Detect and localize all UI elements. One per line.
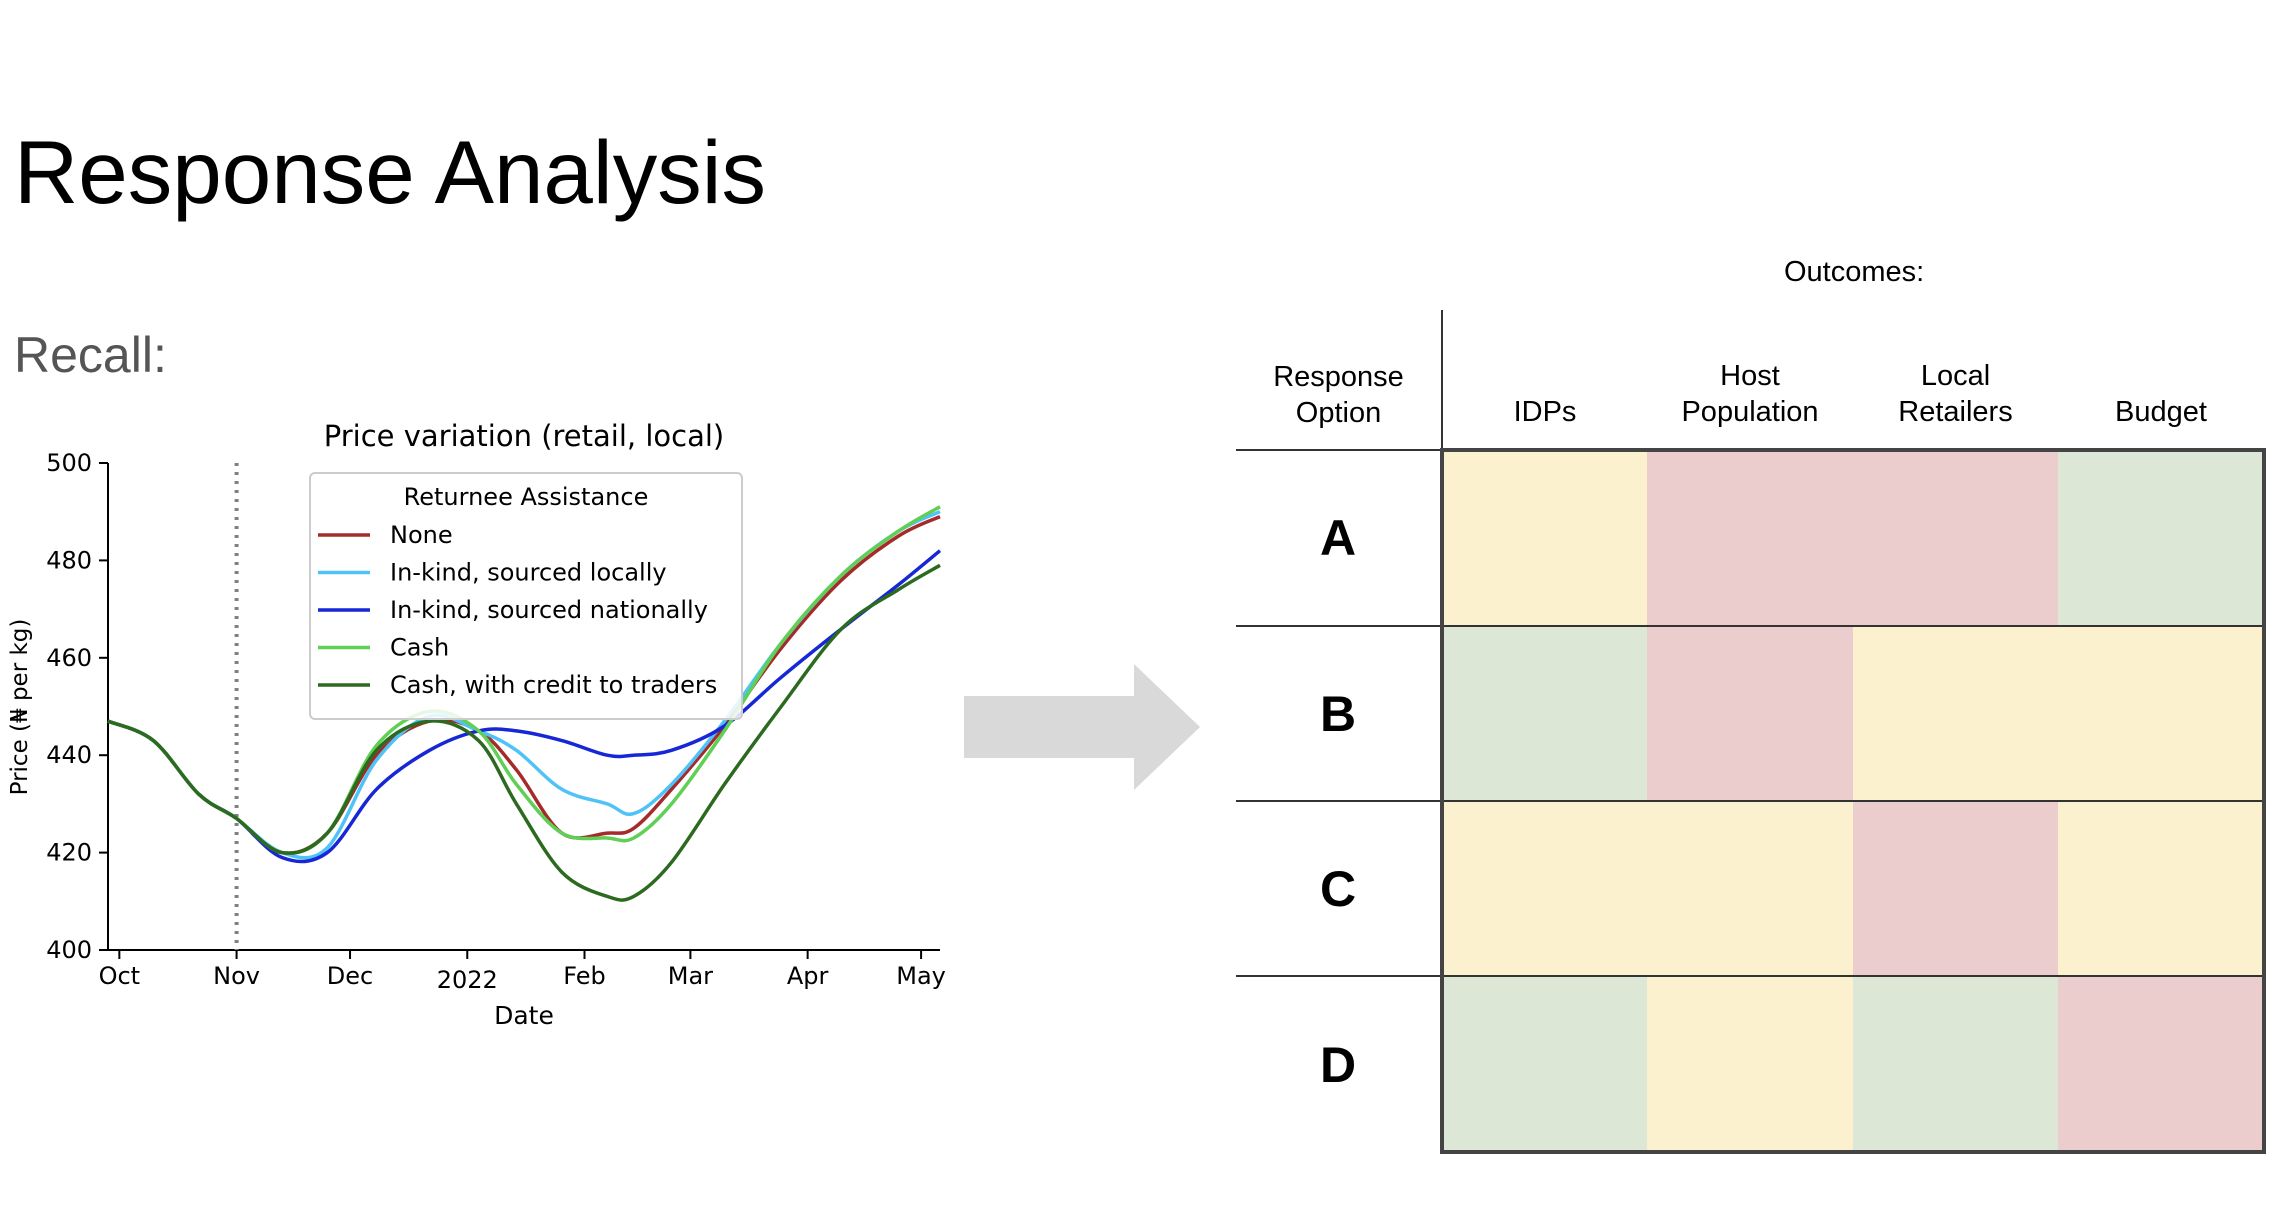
y-tick-label: 480 — [46, 546, 92, 574]
response-option-header: Response Option — [1236, 310, 1443, 450]
rating-cell-local-retailers — [1853, 800, 2058, 976]
rating-cell-local-retailers — [1853, 448, 2058, 626]
x-tick-label: May — [896, 962, 946, 990]
matrix-row-d: D — [1236, 975, 2266, 1154]
outcome-header-local-retailers: Local Retailers — [1898, 359, 2013, 428]
rating-cell-idps — [1442, 800, 1647, 976]
matrix-row-c: C — [1236, 800, 2266, 976]
response-option-label: A — [1236, 449, 1444, 626]
response-matrix: Response Option IDPs Host Population Local… — [1236, 310, 2266, 1154]
recall-label: Recall: — [14, 327, 167, 383]
rating-cell-host-population — [1647, 800, 1853, 976]
rating-cell-budget — [2058, 800, 2266, 976]
y-tick-label: 500 — [46, 449, 92, 477]
y-tick-label: 400 — [46, 936, 92, 964]
x-tick-label: Dec — [327, 962, 373, 990]
series-line-5 — [107, 563, 941, 902]
outcomes-label: Outcomes: — [1784, 256, 1925, 288]
x-tick-label: Apr — [787, 962, 829, 990]
rating-cell-local-retailers — [1853, 625, 2058, 801]
legend-item-label: None — [390, 521, 453, 549]
outcome-header-idps: IDPs — [1513, 395, 1577, 428]
rating-cell-host-population — [1647, 448, 1853, 626]
legend-item-label: Cash, with credit to traders — [390, 671, 717, 699]
rating-cell-budget — [2058, 448, 2266, 626]
x-tick-label: Feb — [563, 962, 606, 990]
matrix-row-b: B — [1236, 625, 2266, 801]
legend-item-label: In-kind, sourced locally — [390, 559, 667, 587]
rating-cell-local-retailers — [1853, 975, 2058, 1154]
x-tick-label: 2022 — [437, 966, 498, 994]
outcome-header-budget: Budget — [2115, 395, 2207, 428]
y-tick-label: 460 — [46, 644, 92, 672]
legend-frame — [309, 472, 743, 720]
legend-item-label: In-kind, sourced nationally — [390, 596, 708, 624]
rating-cell-idps — [1442, 975, 1647, 1154]
chart-title: Price variation (retail, local) — [324, 419, 724, 453]
legend-item-label: Cash — [390, 634, 449, 662]
y-tick-label: 420 — [46, 839, 92, 867]
matrix-row-a: A — [1236, 448, 2266, 626]
x-tick-label: Nov — [213, 962, 260, 990]
rating-cell-idps — [1442, 448, 1647, 626]
rating-cell-host-population — [1647, 625, 1853, 801]
rating-cell-budget — [2058, 625, 2266, 801]
rating-cell-host-population — [1647, 975, 1853, 1154]
price-variation-chart: Price variation (retail, local) 400 420 44… — [7, 419, 946, 1030]
chart-legend: Returnee Assistance None In-kind, sourced … — [309, 472, 743, 720]
y-tick-label: 440 — [46, 741, 92, 769]
response-option-label: B — [1236, 625, 1444, 801]
right-arrow-icon — [964, 664, 1200, 790]
x-tick-label: Mar — [668, 962, 713, 990]
rating-cell-idps — [1442, 625, 1647, 801]
y-axis-label: Price (₦ per kg) — [7, 619, 33, 796]
response-option-label: D — [1236, 975, 1444, 1152]
legend-title: Returnee Assistance — [404, 483, 649, 511]
outcome-header-host-population: Host Population — [1681, 359, 1819, 428]
page-title: Response Analysis — [14, 122, 766, 222]
rating-cell-budget — [2058, 975, 2266, 1154]
response-option-label: C — [1236, 800, 1444, 976]
x-tick-label: Oct — [99, 962, 141, 990]
x-axis-label: Date — [494, 1001, 554, 1030]
